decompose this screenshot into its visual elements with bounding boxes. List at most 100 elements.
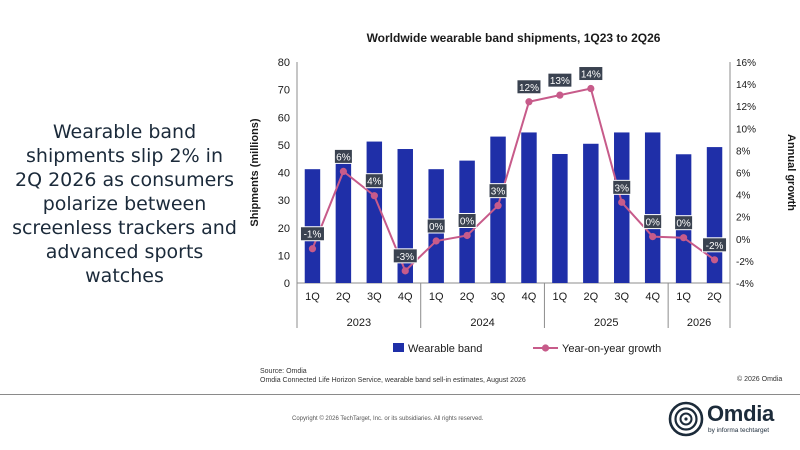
growth-data-label: 0%	[645, 218, 660, 229]
bar	[366, 141, 383, 283]
bar	[521, 132, 537, 283]
y2-tick-label: 14%	[736, 80, 756, 91]
y2-tick-label: -2%	[736, 257, 754, 268]
year-label: 2023	[347, 317, 371, 329]
bar	[614, 132, 630, 283]
y-tick-label: 80	[278, 57, 290, 69]
chart-title: Worldwide wearable band shipments, 1Q23 …	[367, 31, 661, 45]
growth-data-label: 6%	[336, 152, 351, 163]
x-tick-label: 3Q	[614, 291, 629, 303]
bar	[644, 132, 661, 283]
x-tick-label: 4Q	[645, 291, 660, 303]
growth-point	[649, 232, 657, 241]
y-axis-title: Shipments (millions)	[249, 118, 261, 227]
growth-data-label: 0%	[676, 219, 691, 230]
bar	[304, 169, 321, 283]
legend-line-marker	[541, 344, 550, 352]
omdia-logo-icon	[668, 401, 704, 437]
omdia-logo-tagline: by informa techtarget	[708, 427, 770, 434]
legend-line-label: Year-on-year growth	[562, 343, 661, 355]
growth-point	[401, 267, 409, 275]
y2-tick-label: 16%	[736, 58, 756, 69]
y-tick-label: 60	[278, 112, 290, 124]
omdia-logo: Omdia by informa techtarget	[668, 399, 788, 439]
y2-tick-label: 0%	[736, 235, 751, 246]
growth-point	[339, 167, 347, 175]
y2-tick-label: 8%	[736, 146, 751, 157]
growth-point	[370, 192, 378, 200]
x-tick-label: 2Q	[583, 291, 598, 303]
year-label: 2024	[470, 317, 494, 329]
y2-axis-title: Annual growth	[785, 134, 797, 211]
growth-label-bg	[516, 79, 542, 95]
y-tick-label: 50	[278, 140, 290, 152]
x-tick-label: 2Q	[336, 291, 351, 303]
growth-label-bg	[426, 218, 446, 234]
bar	[583, 143, 599, 283]
x-tick-label: 4Q	[398, 291, 413, 303]
growth-point	[618, 198, 626, 206]
footer-divider	[0, 394, 800, 395]
x-tick-label: 3Q	[491, 291, 506, 303]
growth-label-bg	[578, 66, 604, 82]
y2-tick-label: 6%	[736, 169, 751, 180]
growth-data-label: 13%	[550, 76, 570, 87]
omdia-logo-word: Omdia	[707, 401, 774, 426]
growth-data-label: -1%	[304, 230, 322, 241]
growth-label-bg	[364, 173, 384, 189]
growth-label-bg	[547, 72, 573, 88]
growth-point	[432, 237, 440, 245]
bar	[490, 136, 506, 283]
growth-label-bg	[333, 148, 353, 164]
y-tick-label: 30	[278, 195, 290, 207]
growth-data-label: 3%	[615, 183, 630, 194]
y2-tick-label: 12%	[736, 102, 756, 113]
chart-copyright: © 2026 Omdia	[737, 376, 783, 383]
growth-data-label: 4%	[367, 177, 382, 188]
growth-point	[463, 231, 471, 240]
source-line-1: Source: Omdia	[260, 368, 307, 375]
growth-point	[308, 245, 317, 253]
y2-tick-label: -4%	[736, 279, 754, 290]
growth-label-bg	[392, 248, 418, 264]
x-tick-label: 2Q	[707, 291, 722, 303]
growth-data-label: 12%	[519, 83, 539, 94]
growth-data-label: -2%	[706, 241, 724, 252]
legend-bar-swatch	[393, 343, 404, 352]
growth-point	[710, 256, 719, 264]
x-tick-label: 1Q	[553, 291, 568, 303]
growth-point	[587, 84, 595, 93]
y-tick-label: 40	[278, 168, 290, 180]
x-tick-label: 1Q	[676, 291, 691, 303]
y-tick-label: 20	[278, 223, 290, 235]
y-tick-label: 70	[278, 85, 290, 97]
growth-point	[556, 91, 564, 99]
bar	[552, 153, 568, 283]
growth-label-bg	[612, 179, 632, 195]
growth-line	[311, 87, 716, 273]
growth-point	[525, 98, 533, 106]
year-label: 2026	[687, 317, 711, 329]
y2-tick-label: 2%	[736, 213, 751, 224]
y-tick-label: 0	[284, 278, 290, 290]
x-tick-label: 2Q	[460, 291, 475, 303]
x-tick-label: 1Q	[305, 291, 320, 303]
growth-point	[494, 202, 502, 210]
growth-data-label: 3%	[491, 187, 506, 198]
growth-label-bg	[674, 215, 694, 231]
growth-data-label: 0%	[429, 222, 444, 233]
x-tick-label: 3Q	[367, 291, 382, 303]
bar	[335, 160, 352, 283]
legend-bar-label: Wearable band	[408, 343, 482, 355]
growth-label-bg	[643, 214, 663, 230]
y2-tick-label: 4%	[736, 191, 751, 202]
x-tick-label: 1Q	[429, 291, 444, 303]
source-line-2: Omdia Connected Life Horizon Service, we…	[260, 377, 526, 384]
growth-data-label: -3%	[396, 252, 414, 263]
growth-point	[680, 234, 688, 242]
growth-label-bg	[299, 226, 325, 242]
chart: Worldwide wearable band shipments, 1Q23 …	[249, 31, 797, 355]
headline: Wearable band shipments slip 2% in 2Q 20…	[12, 121, 237, 287]
y2-tick-label: 10%	[736, 124, 756, 135]
growth-label-bg	[457, 212, 477, 228]
